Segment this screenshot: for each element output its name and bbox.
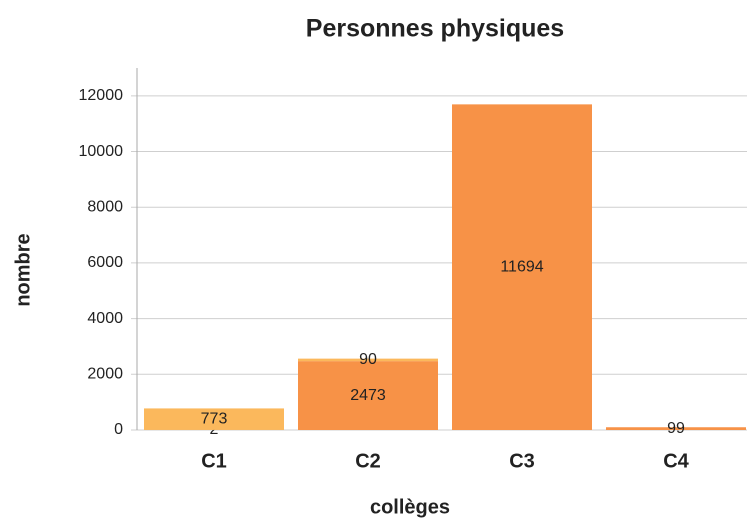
y-tick-label: 4000 [87, 310, 123, 327]
bar-segment [144, 408, 284, 430]
x-tick-label: C3 [509, 450, 535, 472]
y-axis-label: nombre [12, 233, 34, 306]
x-tick-label: C1 [201, 450, 227, 472]
data-label: 11694 [500, 258, 543, 275]
data-label: 773 [201, 410, 228, 427]
data-label: 2473 [350, 387, 386, 404]
x-axis-label: collèges [370, 496, 450, 518]
bar-segment [298, 361, 438, 430]
y-tick-label: 12000 [79, 87, 124, 104]
bar-segment [606, 427, 746, 430]
data-label: 99 [667, 420, 685, 437]
x-tick-label: C2 [355, 450, 381, 472]
y-tick-label: 6000 [87, 254, 123, 271]
y-tick-label: 0 [114, 421, 123, 438]
x-tick-label: C4 [663, 450, 689, 472]
bar-segment [298, 358, 438, 362]
y-tick-label: 10000 [79, 143, 124, 160]
data-label: 90 [359, 351, 377, 368]
y-tick-label: 8000 [87, 198, 123, 215]
y-tick-label: 2000 [87, 366, 123, 383]
chart-title: Personnes physiques [306, 15, 564, 43]
bar-segment [452, 104, 592, 431]
